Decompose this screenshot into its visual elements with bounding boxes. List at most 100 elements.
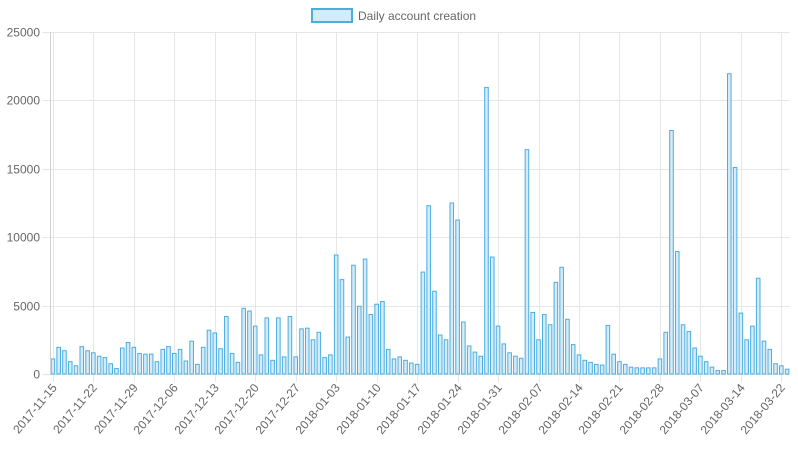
bar[interactable] (755, 277, 761, 375)
bar[interactable] (478, 355, 483, 375)
bar[interactable] (709, 366, 715, 375)
bar[interactable] (345, 336, 351, 375)
bar[interactable] (362, 258, 368, 375)
bar[interactable] (67, 361, 73, 375)
bar[interactable] (322, 357, 327, 375)
bar[interactable] (646, 367, 651, 375)
bar[interactable] (304, 327, 310, 375)
bar[interactable] (148, 353, 154, 375)
bar[interactable] (108, 363, 113, 375)
bar[interactable] (189, 340, 194, 375)
bar[interactable] (432, 290, 437, 375)
bar[interactable] (183, 360, 189, 375)
bar[interactable] (594, 363, 599, 375)
bar[interactable] (767, 348, 773, 375)
bar[interactable] (651, 367, 657, 375)
bar[interactable] (380, 301, 385, 375)
bar[interactable] (513, 355, 518, 375)
bar[interactable] (426, 205, 431, 375)
bar[interactable] (686, 331, 692, 375)
bar[interactable] (698, 355, 703, 375)
bar[interactable] (553, 281, 559, 375)
bar[interactable] (744, 339, 749, 375)
bar[interactable] (177, 348, 183, 375)
bar[interactable] (779, 365, 784, 375)
bar[interactable] (96, 355, 102, 375)
bar[interactable] (270, 359, 275, 375)
bar[interactable] (565, 318, 570, 375)
bar[interactable] (461, 321, 466, 375)
bar[interactable] (501, 343, 507, 375)
bar[interactable] (102, 357, 108, 375)
bar[interactable] (229, 352, 235, 375)
bar[interactable] (622, 363, 628, 375)
bar[interactable] (258, 354, 264, 375)
bar[interactable] (293, 356, 298, 375)
bar[interactable] (530, 311, 536, 375)
bar[interactable] (73, 365, 79, 375)
bar[interactable] (443, 339, 449, 375)
bar[interactable] (669, 130, 674, 375)
bar[interactable] (420, 271, 426, 375)
bar[interactable] (599, 364, 605, 375)
bar[interactable] (674, 251, 680, 375)
bar[interactable] (559, 266, 564, 375)
bar[interactable] (264, 317, 270, 375)
bar[interactable] (385, 348, 391, 375)
bar[interactable] (154, 361, 160, 375)
bar[interactable] (576, 354, 582, 375)
bar[interactable] (588, 361, 593, 375)
bar[interactable] (409, 362, 414, 375)
bar[interactable] (316, 331, 322, 375)
bar[interactable] (172, 352, 177, 375)
bar[interactable] (518, 357, 524, 375)
bar[interactable] (212, 332, 218, 375)
bar[interactable] (634, 367, 640, 375)
bar[interactable] (368, 313, 374, 375)
bar[interactable] (247, 310, 252, 375)
bar[interactable] (738, 312, 744, 375)
bar[interactable] (547, 324, 553, 375)
bar[interactable] (125, 342, 131, 375)
bar[interactable] (784, 368, 790, 375)
bar[interactable] (732, 166, 738, 375)
bar[interactable] (299, 328, 304, 375)
bar[interactable] (241, 307, 246, 375)
bar[interactable] (455, 219, 460, 375)
bar[interactable] (703, 361, 709, 375)
bar[interactable] (611, 353, 616, 375)
bar[interactable] (449, 202, 455, 375)
bar[interactable] (437, 334, 443, 375)
bar[interactable] (224, 316, 229, 375)
bar[interactable] (206, 329, 212, 375)
bar[interactable] (339, 279, 345, 375)
bar[interactable] (727, 73, 732, 375)
bar[interactable] (524, 149, 530, 375)
bar[interactable] (62, 350, 67, 375)
bar[interactable] (605, 324, 611, 375)
bar[interactable] (276, 317, 281, 375)
bar[interactable] (472, 351, 478, 375)
bar[interactable] (333, 254, 339, 375)
bar[interactable] (281, 356, 287, 375)
bar[interactable] (761, 340, 767, 375)
bar[interactable] (85, 350, 90, 375)
bar[interactable] (582, 359, 588, 375)
bar[interactable] (414, 363, 420, 375)
bar[interactable] (640, 367, 645, 375)
bar[interactable] (617, 361, 622, 375)
bar[interactable] (536, 339, 541, 375)
bar[interactable] (166, 346, 171, 375)
bar[interactable] (310, 339, 316, 375)
bar[interactable] (721, 370, 726, 375)
bar[interactable] (79, 346, 85, 375)
bar[interactable] (357, 305, 362, 375)
bar[interactable] (484, 86, 489, 375)
bar[interactable] (56, 346, 61, 375)
bar[interactable] (507, 352, 512, 375)
bar[interactable] (692, 347, 697, 375)
bar[interactable] (114, 368, 119, 375)
bar[interactable] (252, 325, 258, 375)
bar[interactable] (235, 361, 241, 375)
bar[interactable] (351, 264, 356, 375)
